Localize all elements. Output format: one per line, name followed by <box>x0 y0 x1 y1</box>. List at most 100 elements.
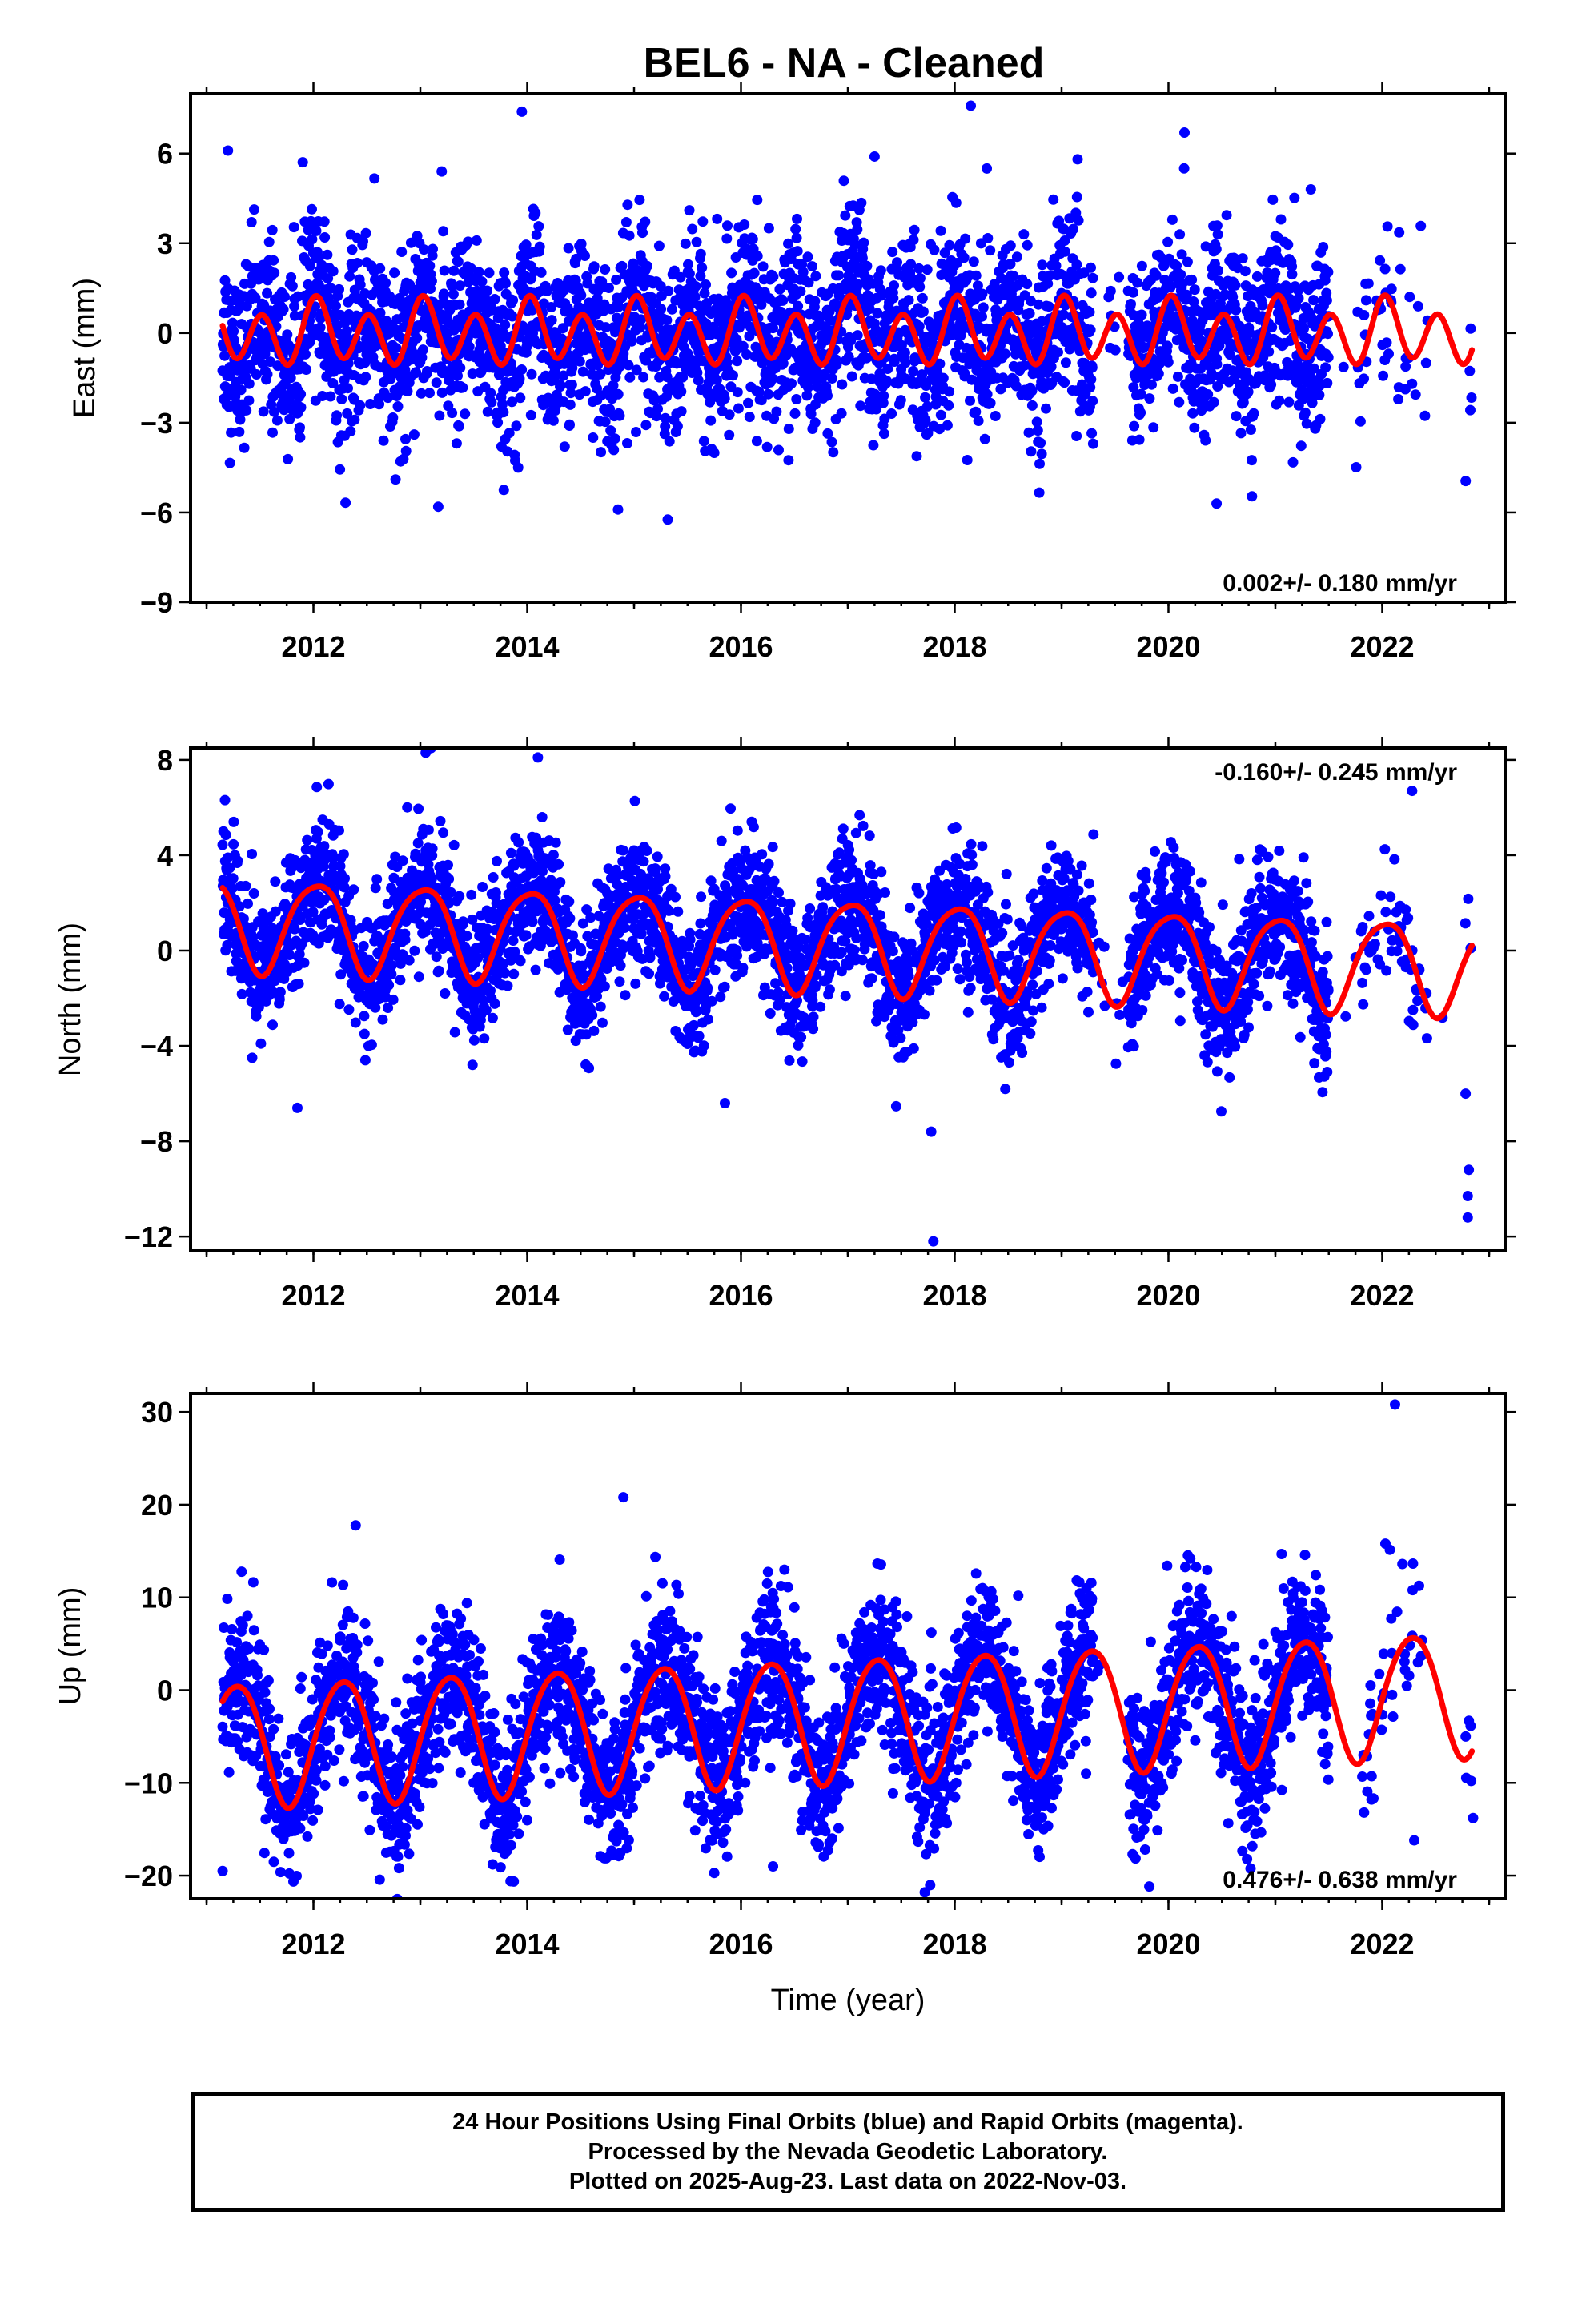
data-point <box>426 873 437 884</box>
x-tick-label: 2020 <box>1136 630 1200 663</box>
data-point <box>1181 289 1192 300</box>
data-point <box>1144 393 1155 404</box>
data-point <box>319 232 331 243</box>
data-point <box>348 884 359 895</box>
data-point-outlier <box>982 163 993 174</box>
data-point <box>319 841 330 852</box>
data-point <box>592 293 603 304</box>
data-point <box>461 931 472 942</box>
data-point <box>571 253 582 264</box>
data-point <box>655 280 666 292</box>
data-point <box>248 888 259 899</box>
data-point <box>402 802 413 813</box>
data-point <box>751 436 762 447</box>
data-point <box>295 388 307 400</box>
data-point <box>661 315 673 326</box>
data-point <box>1393 394 1404 404</box>
data-point <box>482 285 492 296</box>
data-point <box>563 243 574 254</box>
data-point <box>744 331 755 342</box>
data-point <box>250 292 261 304</box>
data-point <box>977 288 988 300</box>
data-point <box>435 815 446 826</box>
data-point <box>761 441 773 452</box>
data-point <box>797 259 808 270</box>
data-point <box>1320 362 1331 373</box>
data-point <box>335 969 347 980</box>
data-point <box>881 375 892 386</box>
data-point <box>822 390 833 401</box>
data-point <box>1031 416 1042 428</box>
data-point <box>422 366 432 376</box>
data-point <box>588 432 599 443</box>
data-point <box>267 1019 278 1031</box>
data-point <box>895 395 906 406</box>
data-point <box>600 264 611 275</box>
data-point <box>659 991 670 1002</box>
data-point <box>899 347 910 358</box>
data-point <box>1071 191 1082 203</box>
data-point <box>1026 400 1038 411</box>
plot-area <box>217 100 1477 525</box>
data-point <box>666 304 677 315</box>
data-point <box>795 286 806 297</box>
data-point <box>267 427 278 438</box>
data-point <box>960 233 971 244</box>
data-point <box>355 400 366 411</box>
data-point <box>747 234 758 245</box>
data-point <box>1071 431 1082 441</box>
data-point <box>876 290 887 301</box>
data-point <box>1379 263 1391 275</box>
data-point <box>536 812 548 822</box>
data-point <box>1299 323 1309 334</box>
data-point <box>339 882 350 893</box>
data-point <box>236 988 247 999</box>
data-point <box>1059 246 1070 257</box>
data-point <box>608 380 619 391</box>
data-point <box>431 377 442 388</box>
data-point <box>507 396 517 408</box>
data-point <box>453 420 464 432</box>
data-point <box>1005 259 1016 270</box>
data-point <box>438 226 449 237</box>
data-point <box>311 225 322 236</box>
data-point <box>767 373 778 384</box>
data-point <box>905 259 917 270</box>
data-point <box>1178 163 1190 174</box>
data-point <box>917 292 928 304</box>
data-point <box>423 824 434 835</box>
data-point <box>690 281 701 292</box>
data-point <box>1110 344 1121 356</box>
data-point <box>1319 275 1331 286</box>
data-point <box>268 255 279 266</box>
data-point <box>857 252 868 263</box>
data-point <box>624 372 636 383</box>
data-point <box>1247 455 1257 466</box>
data-point <box>882 364 893 374</box>
data-point <box>1129 420 1140 432</box>
data-point <box>1087 438 1098 449</box>
data-point <box>985 397 996 408</box>
data-point <box>660 421 671 432</box>
data-point <box>1323 352 1334 363</box>
data-point <box>546 302 556 312</box>
data-point <box>343 1004 355 1015</box>
data-point <box>1132 277 1143 288</box>
y-tick-label: −9 <box>140 586 173 619</box>
data-point <box>1034 458 1045 469</box>
data-point <box>576 239 587 249</box>
data-point <box>1283 239 1294 251</box>
data-point <box>878 390 889 401</box>
data-point <box>797 267 809 278</box>
data-point <box>644 952 656 963</box>
data-point <box>698 436 709 447</box>
data-point <box>619 923 630 933</box>
data-point <box>220 830 231 841</box>
data-point <box>508 295 519 306</box>
data-point <box>374 399 385 410</box>
data-point <box>295 402 307 413</box>
data-point <box>1188 296 1199 307</box>
data-point <box>439 265 450 276</box>
data-point <box>468 1035 480 1046</box>
